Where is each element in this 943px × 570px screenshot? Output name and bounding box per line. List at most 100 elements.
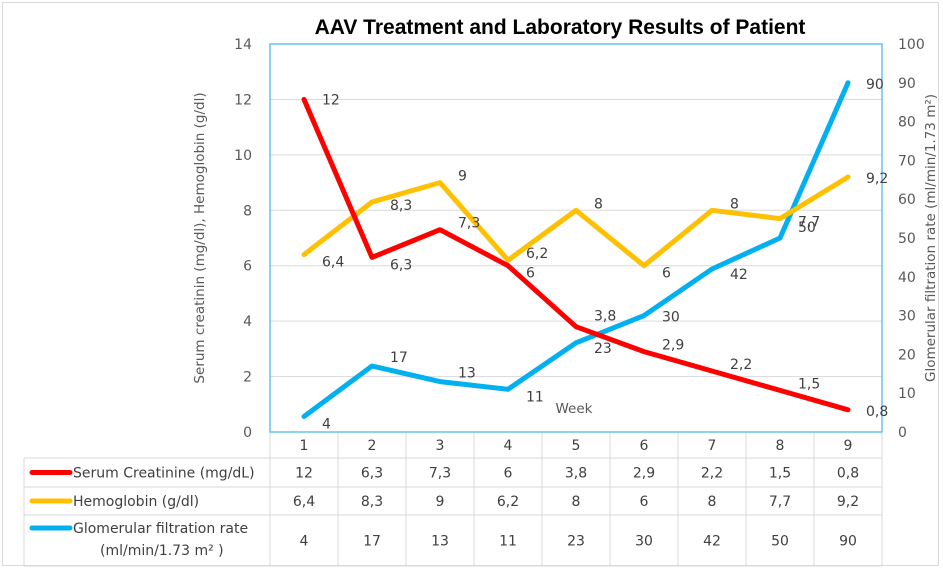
table-cell: 2,9	[633, 466, 655, 482]
table-cell: 50	[771, 534, 789, 550]
table-cell: 90	[839, 534, 857, 550]
right-tick-label: 0	[898, 425, 907, 441]
data-label: 6,2	[526, 246, 548, 262]
table-cell: 13	[431, 534, 449, 550]
data-label: 7,7	[798, 215, 820, 231]
x-tick-label: 4	[504, 438, 513, 454]
legend-label: Hemoglobin (g/dl)	[73, 494, 199, 510]
table-cell: 6,4	[293, 494, 315, 510]
table-cell: 1,5	[769, 466, 791, 482]
data-label: 17	[390, 350, 408, 366]
right-tick-label: 50	[898, 231, 916, 247]
series-line	[301, 80, 851, 419]
table-cell: 30	[635, 534, 653, 550]
data-label: 9,2	[866, 171, 888, 187]
table-cell: 9	[436, 494, 445, 510]
legend-label: Glomerular filtration rate	[73, 521, 248, 537]
left-axis-title: Serum creatinin (mg/dl), Hemoglobin (g/d…	[192, 92, 208, 383]
left-tick-label: 10	[234, 148, 252, 164]
left-tick-label: 6	[243, 259, 252, 275]
left-axis-ticks: 0 2 4 6 8 10 12 14	[234, 37, 252, 441]
data-label: 9	[458, 169, 467, 185]
table-cell: 3,8	[565, 466, 587, 482]
data-label: 6	[526, 266, 535, 282]
table-cell: 6,3	[361, 466, 383, 482]
legend-label: (ml/min/1.73 m² )	[100, 543, 224, 559]
table-cell: 11	[499, 534, 517, 550]
series-lines	[301, 80, 851, 419]
right-tick-label: 100	[898, 37, 925, 53]
left-tick-label: 12	[234, 92, 252, 108]
table-cell: 8	[708, 494, 717, 510]
data-label: 2,2	[730, 357, 752, 373]
left-tick-label: 4	[243, 314, 252, 330]
data-labels: 12 6,3 7,3 6 3,8 2,9 2,2 1,5 0,8 6,4 8,3 9 6,2 8 6 8 7,7…	[322, 77, 888, 433]
data-label: 0,8	[866, 404, 888, 420]
table-cell: 42	[703, 534, 721, 550]
chart-title: AAV Treatment and Laboratory Results of …	[315, 16, 806, 39]
table-cell: 9,2	[837, 494, 859, 510]
table-cell: 7,7	[769, 494, 791, 510]
left-tick-label: 0	[243, 425, 252, 441]
gridlines	[270, 98, 882, 378]
table-cell: 0,8	[837, 466, 859, 482]
right-tick-label: 60	[898, 192, 916, 208]
data-label: 50	[798, 220, 816, 236]
table-cell: 6	[504, 466, 513, 482]
data-label: 6,4	[322, 255, 344, 271]
x-tick-label: 7	[708, 438, 717, 454]
data-label: 13	[458, 366, 476, 382]
plot-area-border	[269, 43, 883, 433]
table-cell: 4	[300, 534, 309, 550]
table-cell: 8	[572, 494, 581, 510]
series-line	[301, 96, 851, 413]
data-label: 42	[730, 267, 748, 283]
left-tick-label: 8	[243, 203, 252, 219]
right-tick-label: 30	[898, 309, 916, 325]
x-tick-label: 6	[640, 438, 649, 454]
data-label: 7,3	[458, 216, 480, 232]
data-label: 2,9	[662, 338, 684, 354]
x-axis-title: Week	[556, 401, 593, 417]
series-line	[301, 174, 851, 269]
data-label: 1,5	[798, 376, 820, 392]
left-tick-label: 14	[234, 37, 252, 53]
x-tick-label: 9	[844, 438, 853, 454]
table-cell: 2,2	[701, 466, 723, 482]
legend-label: Serum Creatinine (mg/dL)	[73, 466, 255, 482]
x-tick-label: 8	[776, 438, 785, 454]
right-axis-ticks: 0 10 20 30 40 50 60 70 80 90 100	[898, 37, 925, 441]
data-label: 8	[594, 196, 603, 212]
right-tick-label: 20	[898, 347, 916, 363]
table-cell: 17	[363, 534, 381, 550]
table-cell: 7,3	[429, 466, 451, 482]
table-cell: 23	[567, 534, 585, 550]
data-label: 8,3	[390, 198, 412, 214]
right-tick-label: 80	[898, 115, 916, 131]
data-label: 30	[662, 310, 680, 326]
right-tick-label: 70	[898, 153, 916, 169]
data-label: 90	[866, 77, 884, 93]
right-tick-label: 10	[898, 386, 916, 402]
x-tick-label: 3	[436, 438, 445, 454]
data-label: 6,3	[390, 257, 412, 273]
data-label: 8	[730, 196, 739, 212]
right-tick-label: 90	[898, 76, 916, 92]
data-label: 4	[322, 416, 331, 432]
table-cell: 12	[295, 466, 313, 482]
data-label: 11	[526, 389, 544, 405]
table-cell: 6,2	[497, 494, 519, 510]
data-label: 23	[594, 341, 612, 357]
table-cell: 8,3	[361, 494, 383, 510]
data-label: 6	[662, 266, 671, 282]
table-cell: 6	[640, 494, 649, 510]
left-tick-label: 2	[243, 370, 252, 386]
right-axis-title: Glomerular filtration rate (ml/min/1.73 …	[923, 94, 939, 382]
x-tick-label: 1	[300, 438, 309, 454]
x-tick-label: 5	[572, 438, 581, 454]
data-label: 12	[322, 92, 340, 108]
right-tick-label: 40	[898, 270, 916, 286]
x-tick-label: 2	[368, 438, 377, 454]
